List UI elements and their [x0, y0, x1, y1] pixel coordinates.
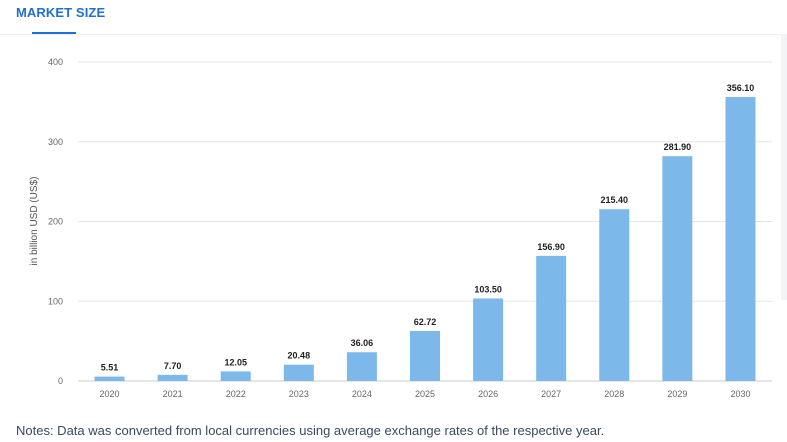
bar-2022[interactable] [220, 371, 251, 381]
data-label-2028: 215.40 [601, 195, 629, 205]
x-tick-labels: 2020 2021 2022 2023 2024 2025 2026 2027 2028 2029… [100, 389, 751, 399]
x-tick-label-2022: 2022 [226, 389, 246, 399]
data-label-2029: 281.90 [664, 142, 692, 152]
x-tick-label-2028: 2028 [604, 389, 624, 399]
x-tick-label-2026: 2026 [478, 389, 498, 399]
bar-2028[interactable] [599, 209, 630, 381]
x-tick-label-2020: 2020 [100, 389, 120, 399]
bar-2030[interactable] [725, 97, 756, 381]
data-label-2020: 5.51 [101, 363, 119, 373]
y-tick-label: 200 [48, 217, 63, 227]
bars [94, 97, 756, 381]
data-label-2026: 103.50 [474, 284, 502, 294]
x-tick-label-2024: 2024 [352, 389, 372, 399]
active-tab-indicator [32, 32, 76, 34]
market-size-bar-chart: in billion USD (US$) 0 100 200 300 400 5.51 7… [29, 57, 772, 399]
data-label-2023: 20.48 [288, 351, 311, 361]
bar-2027[interactable] [536, 255, 567, 381]
bar-2026[interactable] [473, 298, 504, 381]
x-tick-label-2021: 2021 [163, 389, 183, 399]
y-tick-label: 100 [48, 296, 63, 306]
data-label-2024: 36.06 [351, 338, 374, 348]
bar-2023[interactable] [283, 364, 314, 381]
y-tick-label: 300 [48, 137, 63, 147]
x-tick-label-2023: 2023 [289, 389, 309, 399]
y-tick-label: 400 [48, 57, 63, 67]
data-label-2022: 12.05 [224, 357, 247, 367]
data-label-2027: 156.90 [537, 242, 565, 252]
data-labels: 5.51 7.70 12.05 20.48 36.06 62.72 103.50 156.90… [101, 83, 754, 373]
data-label-2021: 7.70 [164, 361, 182, 371]
tab-bar: MARKET SIZE [0, 0, 787, 35]
y-tick-label: 0 [58, 376, 63, 386]
bar-2020[interactable] [94, 376, 125, 381]
notes-text: Notes: Data was converted from local cur… [16, 423, 605, 438]
bar-2021[interactable] [157, 374, 188, 381]
x-tick-label-2029: 2029 [667, 389, 687, 399]
tab-market-size[interactable]: MARKET SIZE [16, 5, 106, 20]
data-label-2030: 356.10 [727, 83, 755, 93]
bar-2029[interactable] [662, 156, 693, 381]
y-axis-label: in billion USD (US$) [29, 177, 40, 266]
x-tick-label-2025: 2025 [415, 389, 435, 399]
panel-edge [781, 34, 787, 300]
data-label-2025: 62.72 [414, 317, 437, 327]
x-tick-label-2030: 2030 [730, 389, 750, 399]
x-tick-label-2027: 2027 [541, 389, 561, 399]
bar-2025[interactable] [410, 330, 440, 381]
y-tick-labels: 0 100 200 300 400 [48, 57, 63, 386]
bar-2024[interactable] [346, 352, 377, 381]
